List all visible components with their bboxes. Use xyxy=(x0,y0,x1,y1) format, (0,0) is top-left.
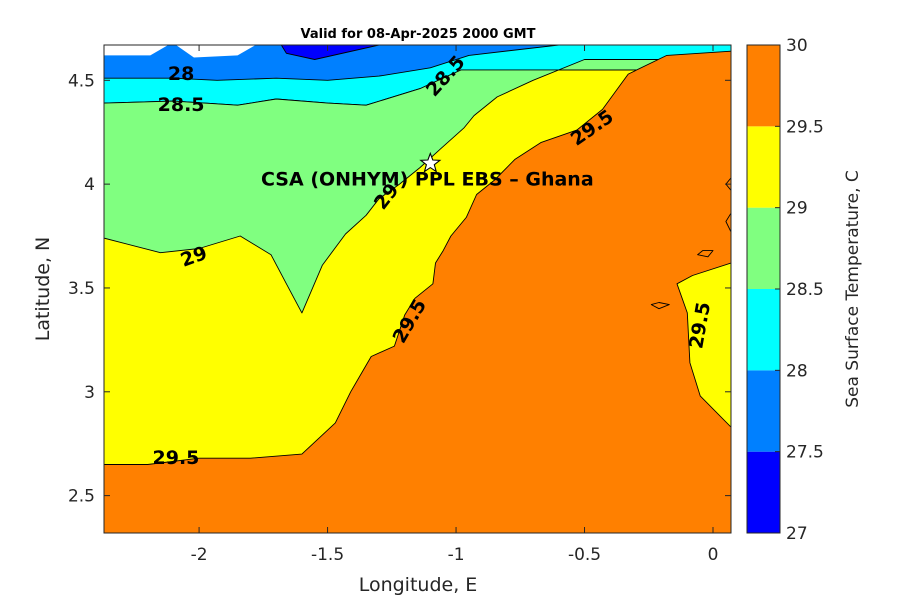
y-tick-label: 2.5 xyxy=(68,487,95,507)
x-tick-label: -2 xyxy=(191,545,208,565)
contour-label: 28.5 xyxy=(158,94,205,116)
colorbar-swatch-3 xyxy=(747,207,780,289)
y-tick-label: 3 xyxy=(84,383,95,403)
x-tick-label: 0 xyxy=(708,545,719,565)
contour-region-8 xyxy=(650,302,670,310)
colorbar-swatch-0 xyxy=(747,451,780,533)
colorbar-tick-label: 27 xyxy=(786,524,808,544)
site-label: CSA (ONHYM) PPL EBS – Ghana xyxy=(261,168,594,190)
colorbar-tick-label: 27.5 xyxy=(786,443,824,463)
x-tick-label: -0.5 xyxy=(568,545,601,565)
colorbar-swatch-4 xyxy=(747,126,780,208)
colorbar-tick-label: 29.5 xyxy=(786,117,824,137)
contour-region-4 xyxy=(176,45,256,58)
colorbar-tick-label: 30 xyxy=(786,36,808,56)
plot-area: -2 -1.5 -1 -0.5 0 2.533.544.5 2828.528.529.5… xyxy=(68,44,732,565)
colorbar-tick-label: 28.5 xyxy=(786,280,824,300)
colorbar-tick-label: 28 xyxy=(786,361,808,381)
x-tick-label: -1.5 xyxy=(311,545,344,565)
contour-region-2 xyxy=(280,45,380,60)
contour-region-6 xyxy=(104,50,731,533)
contour-region-3 xyxy=(104,45,169,56)
y-tick-label: 4.5 xyxy=(68,71,95,91)
chart-title: Valid for 08-Apr-2025 2000 GMT xyxy=(301,27,536,42)
colorbar-label: Sea Surface Temperature, C xyxy=(843,170,863,408)
colorbar-swatch-2 xyxy=(747,289,780,371)
x-axis-label: Longitude, E xyxy=(359,574,478,596)
contour-label: 28 xyxy=(168,63,194,85)
x-tick-label: -1 xyxy=(448,545,465,565)
colorbar: 27 27.5 28 28.5 29 29.5 30 xyxy=(746,36,824,544)
colorbar-swatch-1 xyxy=(747,370,780,452)
contour-label: 29.5 xyxy=(153,447,200,469)
contour-region-7 xyxy=(697,250,714,258)
contour-region-5 xyxy=(104,59,731,314)
plot-frame xyxy=(103,44,732,534)
colorbar-tick-label: 29 xyxy=(786,199,808,219)
y-axis-label: Latitude, N xyxy=(32,237,54,342)
colorbar-swatch-5 xyxy=(747,45,780,127)
site-star-icon xyxy=(419,151,442,173)
contour-region-9 xyxy=(725,212,731,233)
y-tick-label: 3.5 xyxy=(68,279,95,299)
y-tick-label: 4 xyxy=(84,175,95,195)
